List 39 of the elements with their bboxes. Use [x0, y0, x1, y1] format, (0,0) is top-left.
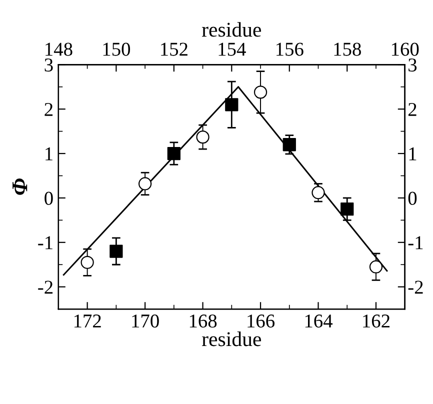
- y2-tick-label: 2: [408, 102, 416, 116]
- y2-tick-label: 3: [408, 58, 417, 72]
- x-tick-label: 168: [190, 314, 217, 328]
- x2-tick-label: 148: [46, 42, 72, 56]
- y2-tick-label: 1: [409, 147, 416, 160]
- x2-tick-label: 150: [103, 42, 130, 56]
- y-tick-label: 0: [44, 192, 53, 205]
- y2-tick-label: -1: [408, 236, 423, 250]
- point: [282, 138, 296, 152]
- x-tick-label: 164: [305, 314, 333, 328]
- point: [110, 244, 123, 258]
- y-tick-label: -1: [38, 236, 52, 250]
- y-tick-label: 1: [46, 147, 52, 160]
- x2-tick-label: 156: [276, 42, 304, 56]
- x2-tick-label: 154: [218, 42, 246, 56]
- x2-axis-title: residue: [202, 22, 262, 37]
- point: [254, 86, 268, 99]
- x2-tick-label: 158: [334, 42, 361, 56]
- point: [340, 202, 354, 216]
- y2-tick-label: -2: [408, 280, 423, 294]
- x2-tick-label: 152: [161, 42, 188, 56]
- point: [138, 177, 152, 190]
- point: [369, 260, 383, 274]
- y-tick-label: 2: [44, 102, 53, 116]
- y-tick-label: 3: [44, 58, 53, 72]
- x-tick-label: 162: [363, 314, 390, 328]
- x-tick-label: 172: [74, 314, 101, 328]
- y-axis-title: Φ: [12, 178, 28, 195]
- y2-tick-label: 0: [408, 192, 417, 205]
- point: [167, 146, 180, 160]
- x2-tick-label: 160: [392, 42, 419, 56]
- x-axis-title: residue: [202, 332, 262, 346]
- x-tick-label: 170: [132, 314, 159, 328]
- point: [80, 256, 94, 269]
- point: [312, 186, 325, 200]
- point: [196, 130, 210, 144]
- x-tick-label: 166: [248, 314, 275, 328]
- y-tick-label: -2: [38, 280, 53, 294]
- point: [225, 98, 238, 112]
